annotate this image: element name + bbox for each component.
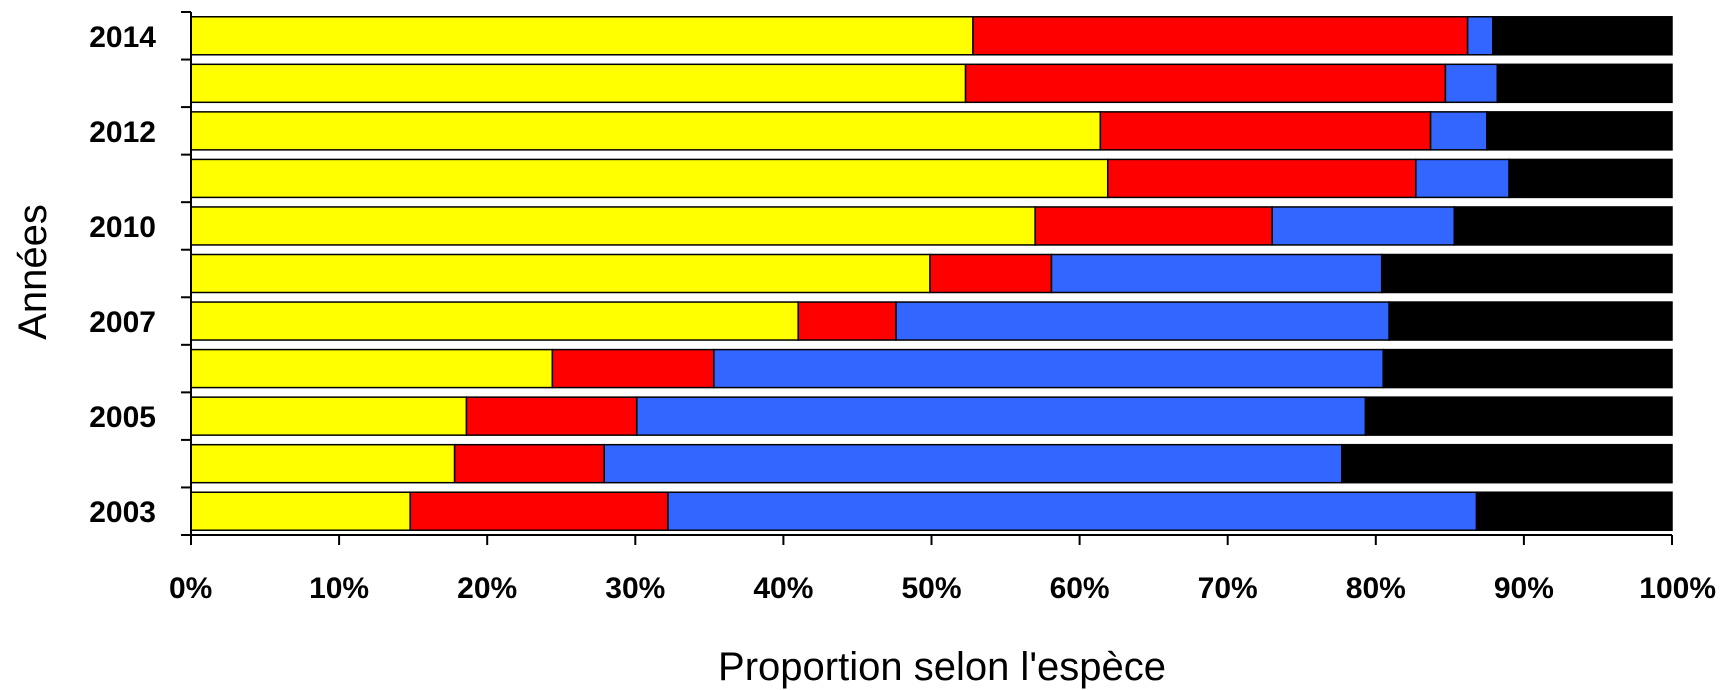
bar-segment-2003-s4 (1475, 491, 1673, 531)
y-tick-label: 2005 (89, 401, 156, 434)
bar-segment-2004-s4 (1340, 443, 1673, 484)
bar-segment-2011-s2 (1106, 158, 1417, 199)
bar-segment-2007-s3 (895, 301, 1390, 341)
y-tick-label: 2003 (89, 496, 156, 529)
bar-segment-2011-s1 (190, 158, 1109, 199)
y-tick-label: 2010 (89, 211, 156, 244)
bar-segment-2004-s1 (190, 443, 456, 484)
y-tick-label: 2007 (89, 306, 156, 339)
bar-segment-2014-s2 (972, 16, 1469, 56)
bar-segment-2004-s2 (453, 443, 605, 484)
bar-segment-2004-s3 (603, 443, 1343, 484)
y-tick-label: 2014 (89, 21, 156, 54)
bar-segment-2006-s4 (1382, 348, 1673, 389)
bar-segment-2007-s2 (797, 301, 897, 341)
bar-segment-2011-s4 (1508, 158, 1673, 199)
bar-segment-2011-s3 (1415, 158, 1510, 199)
x-tick-label: 80% (1346, 572, 1406, 605)
x-tick-label: 100% (1639, 572, 1716, 605)
labels-group: 2003 2005 2007 2010 2012 2014 0% 10% 20% 30% 40% 50… (89, 21, 1716, 605)
bar-segment-2013-s2 (964, 63, 1447, 104)
bar-segment-2013-s4 (1496, 63, 1673, 104)
bar-segment-2005-s2 (465, 396, 638, 436)
bar-segment-2005-s1 (190, 396, 468, 436)
bar-segment-2007-s1 (190, 301, 799, 341)
bar-segment-2012-s3 (1429, 111, 1488, 151)
bar-segment-2012-s4 (1486, 111, 1673, 151)
bar-segment-2008-s3 (1050, 253, 1383, 294)
x-tick-label: 50% (901, 572, 961, 605)
bar-segment-2010-s2 (1034, 206, 1273, 246)
bar-segment-2012-s1 (190, 111, 1102, 151)
bar-segment-2007-s4 (1388, 301, 1673, 341)
bar-segment-2008-s4 (1380, 253, 1673, 294)
bar-segment-2006-s3 (713, 348, 1384, 389)
bar-segment-2014-s3 (1466, 16, 1494, 56)
bar-segment-2013-s3 (1444, 63, 1499, 104)
y-axis-title: Années (11, 204, 55, 340)
bar-segment-2003-s3 (667, 491, 1478, 531)
x-axis-title: Proportion selon l'espèce (718, 645, 1166, 689)
x-tick-label: 30% (605, 572, 665, 605)
x-tick-label: 20% (457, 572, 517, 605)
bar-segment-2013-s1 (190, 63, 967, 104)
bar-segment-2014-s1 (190, 16, 974, 56)
bar-segment-2008-s2 (929, 253, 1053, 294)
bar-segment-2006-s1 (190, 348, 554, 389)
y-tick-label: 2012 (89, 116, 156, 149)
bar-segment-2005-s4 (1364, 396, 1673, 436)
bar-segment-2010-s4 (1453, 206, 1673, 246)
bar-segment-2006-s2 (551, 348, 715, 389)
bars-group (190, 16, 1673, 531)
bar-segment-2008-s1 (190, 253, 931, 294)
bar-segment-2010-s3 (1271, 206, 1456, 246)
bar-segment-2010-s1 (190, 206, 1036, 246)
x-tick-label: 10% (309, 572, 369, 605)
bar-segment-2003-s1 (190, 491, 411, 531)
bar-segment-2005-s3 (636, 396, 1367, 436)
bar-segment-2014-s4 (1492, 16, 1673, 56)
axes-group (181, 11, 1673, 545)
x-tick-label: 60% (1050, 572, 1110, 605)
bar-segment-2012-s2 (1099, 111, 1432, 151)
x-tick-label: 40% (753, 572, 813, 605)
x-tick-label: 0% (169, 572, 212, 605)
bar-segment-2003-s2 (409, 491, 669, 531)
x-tick-label: 70% (1198, 572, 1258, 605)
x-tick-label: 90% (1494, 572, 1554, 605)
